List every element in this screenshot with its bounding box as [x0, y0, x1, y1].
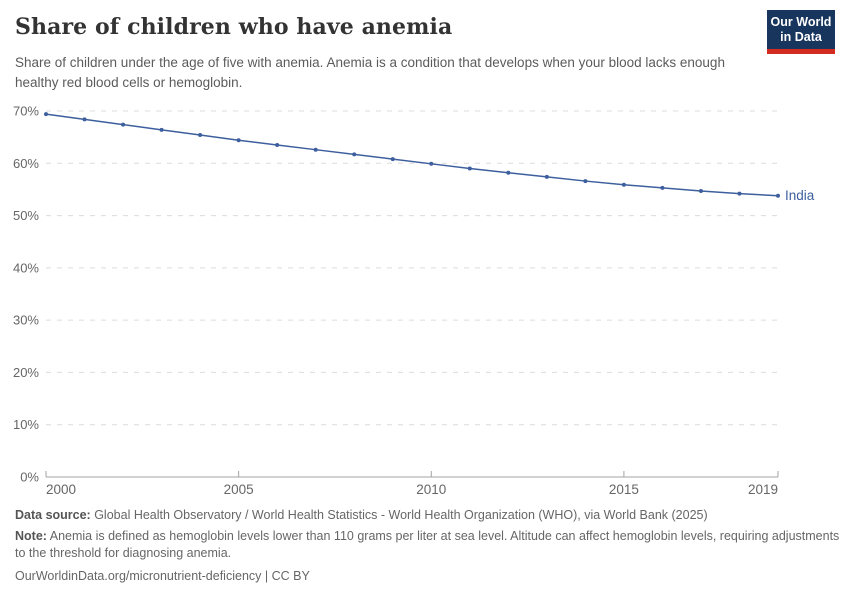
page-title: Share of children who have anemia	[15, 14, 453, 40]
y-tick-label-60: 60%	[13, 156, 39, 171]
note-text: Anemia is defined as hemoglobin levels l…	[15, 529, 840, 560]
data-point-2011	[467, 166, 472, 171]
license-link[interactable]: OurWorldinData.org/micronutrient-deficie…	[15, 569, 310, 583]
y-tick-label-10: 10%	[13, 417, 39, 432]
note-label: Note:	[15, 529, 47, 543]
owid-logo-text: Our World in Data	[767, 10, 835, 49]
data-point-2007	[313, 147, 318, 152]
data-source-label: Data source:	[15, 508, 91, 522]
y-tick-label-30: 30%	[13, 313, 39, 328]
data-point-2001	[82, 117, 87, 122]
data-point-2013	[544, 174, 549, 179]
data-point-2017	[698, 188, 703, 193]
x-tick-label-2019: 2019	[748, 482, 778, 497]
y-tick-label-70: 70%	[13, 104, 39, 119]
y-tick-label-50: 50%	[13, 208, 39, 223]
x-tick-label-2015: 2015	[609, 482, 639, 497]
line-chart: 0% 10% 20% 30% 40% 50% 60% 70% 2000 2005 2010 2015 2…	[13, 104, 815, 498]
data-point-2005	[236, 138, 241, 143]
data-source-line: Data source: Global Health Observatory /…	[15, 507, 841, 524]
data-point-2006	[275, 142, 280, 147]
data-line-india	[45, 113, 779, 197]
data-point-2016	[660, 185, 665, 190]
data-point-2019	[776, 193, 780, 198]
data-point-2000	[44, 112, 48, 117]
x-tick-label-2005: 2005	[224, 482, 254, 497]
x-tick-label-2000: 2000	[46, 482, 76, 497]
data-point-2010	[429, 161, 434, 166]
chart-subtitle: Share of children under the age of five …	[15, 55, 725, 90]
owid-logo[interactable]: Our World in Data	[767, 10, 835, 54]
data-point-2002	[121, 122, 126, 127]
entity-label: India	[785, 188, 815, 203]
y-tick-label-40: 40%	[13, 260, 39, 275]
data-point-2015	[621, 182, 626, 187]
x-tick-label-2010: 2010	[416, 482, 446, 497]
data-point-2008	[352, 152, 357, 157]
data-point-2004	[198, 133, 203, 138]
owid-logo-red-bar	[767, 49, 835, 54]
data-point-2003	[159, 127, 164, 132]
chart-footer: Data source: Global Health Observatory /…	[15, 507, 841, 585]
data-point-2012	[506, 170, 511, 175]
y-tick-label-0: 0%	[20, 470, 39, 485]
data-point-2014	[583, 179, 588, 184]
note-line: Note: Anemia is defined as hemoglobin le…	[15, 528, 841, 562]
data-source-text: Global Health Observatory / World Health…	[90, 508, 708, 522]
y-tick-label-20: 20%	[13, 365, 39, 380]
data-point-2009	[390, 157, 395, 162]
data-point-2018	[737, 191, 742, 196]
